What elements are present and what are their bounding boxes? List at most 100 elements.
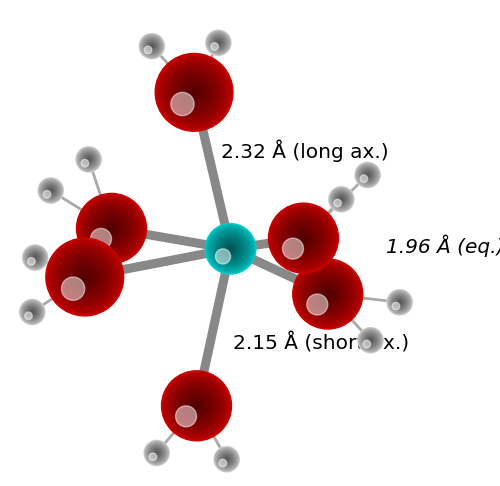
Circle shape: [154, 450, 160, 456]
Circle shape: [338, 195, 345, 203]
Circle shape: [40, 179, 62, 202]
Circle shape: [222, 455, 230, 463]
Circle shape: [392, 294, 407, 311]
Circle shape: [24, 303, 41, 321]
Circle shape: [160, 59, 228, 126]
Circle shape: [330, 189, 352, 210]
Circle shape: [363, 333, 378, 347]
Circle shape: [370, 340, 371, 341]
Circle shape: [30, 253, 40, 262]
Circle shape: [23, 245, 47, 270]
Circle shape: [77, 148, 100, 171]
Circle shape: [146, 41, 157, 52]
Circle shape: [88, 158, 90, 160]
Circle shape: [334, 199, 342, 207]
Circle shape: [358, 165, 378, 185]
Circle shape: [360, 175, 368, 183]
Circle shape: [364, 334, 377, 347]
Circle shape: [391, 294, 408, 311]
Circle shape: [84, 156, 92, 163]
Circle shape: [106, 224, 117, 233]
Circle shape: [166, 376, 227, 436]
Circle shape: [76, 147, 100, 172]
Circle shape: [148, 42, 156, 50]
Circle shape: [211, 43, 218, 51]
Circle shape: [399, 302, 400, 303]
Circle shape: [44, 184, 57, 197]
Circle shape: [361, 330, 380, 350]
Circle shape: [80, 197, 144, 260]
Circle shape: [296, 230, 312, 246]
Circle shape: [226, 459, 227, 460]
Circle shape: [46, 238, 124, 316]
Circle shape: [148, 444, 166, 462]
Circle shape: [151, 447, 162, 459]
Circle shape: [28, 308, 37, 316]
Circle shape: [398, 300, 402, 305]
Circle shape: [214, 38, 223, 47]
Circle shape: [281, 216, 326, 260]
Circle shape: [208, 32, 230, 53]
Circle shape: [366, 336, 375, 345]
Circle shape: [188, 398, 204, 414]
Circle shape: [339, 197, 344, 202]
Circle shape: [318, 284, 338, 304]
Circle shape: [228, 246, 233, 251]
Circle shape: [26, 248, 44, 267]
Circle shape: [56, 249, 113, 305]
Circle shape: [334, 192, 348, 206]
Circle shape: [218, 236, 243, 261]
Circle shape: [41, 181, 60, 200]
Circle shape: [392, 302, 400, 310]
Circle shape: [48, 240, 122, 314]
Circle shape: [32, 255, 38, 260]
Circle shape: [334, 192, 349, 207]
Circle shape: [156, 452, 158, 453]
Circle shape: [164, 374, 228, 437]
Circle shape: [108, 225, 114, 232]
Circle shape: [337, 195, 346, 204]
Circle shape: [214, 39, 222, 47]
Circle shape: [28, 308, 36, 316]
Circle shape: [192, 401, 202, 411]
Circle shape: [83, 275, 86, 279]
Circle shape: [212, 36, 226, 50]
Circle shape: [178, 76, 210, 108]
Circle shape: [184, 82, 204, 103]
Circle shape: [25, 305, 40, 319]
Circle shape: [49, 189, 52, 192]
Circle shape: [31, 311, 34, 313]
Circle shape: [286, 221, 321, 256]
Circle shape: [184, 393, 210, 418]
Circle shape: [292, 227, 314, 249]
Circle shape: [145, 39, 158, 53]
Circle shape: [34, 256, 37, 260]
Circle shape: [50, 190, 52, 191]
Circle shape: [69, 261, 100, 293]
Circle shape: [366, 336, 374, 344]
Circle shape: [105, 222, 118, 235]
Circle shape: [144, 441, 169, 465]
Circle shape: [186, 84, 203, 101]
Circle shape: [217, 450, 236, 469]
Circle shape: [216, 449, 237, 469]
Circle shape: [144, 38, 160, 54]
Circle shape: [194, 402, 200, 409]
Circle shape: [30, 252, 40, 263]
Circle shape: [315, 281, 340, 307]
Circle shape: [218, 42, 220, 44]
Circle shape: [362, 331, 380, 349]
Circle shape: [83, 200, 140, 257]
Circle shape: [80, 272, 90, 282]
Circle shape: [84, 155, 93, 164]
Circle shape: [288, 222, 320, 254]
Circle shape: [326, 293, 330, 295]
Circle shape: [363, 340, 370, 348]
Circle shape: [358, 328, 382, 352]
Circle shape: [182, 80, 206, 104]
Circle shape: [369, 338, 372, 342]
Circle shape: [367, 174, 368, 175]
Text: 2.15 Å (short ax.): 2.15 Å (short ax.): [233, 332, 409, 353]
Circle shape: [162, 61, 226, 124]
Circle shape: [307, 273, 348, 315]
